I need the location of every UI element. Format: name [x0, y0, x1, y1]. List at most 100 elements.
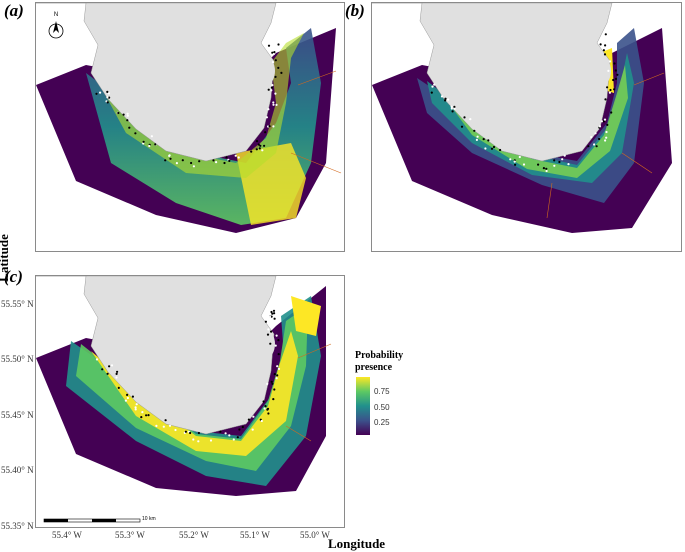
presence-point [473, 129, 476, 132]
absence-point [192, 438, 195, 441]
absence-point [608, 34, 611, 37]
presence-point [273, 388, 276, 391]
presence-point [492, 145, 496, 149]
x-axis-title: Longitude [328, 536, 386, 551]
absence-point [453, 107, 456, 110]
presence-point [444, 99, 447, 102]
absence-point [605, 136, 608, 139]
presence-point [430, 91, 433, 94]
presence-point [95, 92, 98, 95]
absence-point [228, 434, 231, 437]
presence-point [266, 333, 270, 336]
presence-point [271, 382, 274, 385]
presence-point [604, 33, 607, 36]
probability-map-c [36, 276, 332, 523]
absence-point [272, 103, 275, 106]
absence-point [609, 40, 613, 43]
presence-point [614, 77, 618, 80]
presence-point [595, 145, 598, 148]
presence-point [273, 312, 276, 315]
presence-point [270, 86, 273, 89]
legend-tick-050: 0.50 [374, 403, 390, 412]
absence-point [274, 30, 277, 33]
absence-point [431, 85, 434, 88]
presence-point [277, 353, 280, 356]
y-axis-title: Latitude [0, 234, 11, 282]
presence-point [101, 368, 104, 371]
panel-label-a: (a) [4, 1, 24, 20]
map-panel-a: N [35, 2, 345, 252]
presence-point [236, 436, 239, 439]
presence-point [140, 416, 143, 419]
absence-point [232, 438, 235, 441]
absence-point [590, 136, 593, 139]
absence-point [106, 96, 109, 99]
absence-point [274, 92, 277, 95]
presence-point [602, 120, 605, 123]
presence-point [247, 418, 250, 421]
presence-point [270, 330, 273, 333]
legend-title-line1: Probability [355, 350, 404, 361]
presence-point [154, 143, 157, 146]
presence-point [126, 393, 129, 396]
north-arrow-a [48, 21, 64, 39]
presence-point [219, 430, 222, 433]
legend-title-line2: presence [355, 362, 393, 373]
absence-point [608, 91, 611, 94]
absence-point [268, 39, 272, 42]
presence-point [117, 111, 120, 115]
scale-bar [43, 518, 141, 523]
absence-point [513, 160, 516, 163]
absence-point [168, 424, 172, 427]
presence-point [482, 138, 485, 141]
absence-point [272, 52, 275, 56]
presence-point [250, 150, 253, 153]
absence-point [174, 428, 177, 432]
land-a [36, 3, 277, 162]
presence-point [453, 105, 456, 108]
lon-tick-5: 55.0° W [300, 530, 330, 540]
presence-point [277, 339, 280, 342]
presence-point [134, 132, 137, 135]
presence-point [616, 73, 619, 76]
presence-point [106, 101, 109, 104]
presence-point [189, 431, 192, 435]
absence-point [266, 382, 269, 385]
lat-tick-1: 55.55° N [1, 299, 34, 309]
legend-colorbar [356, 377, 370, 435]
absence-point [271, 84, 274, 87]
presence-point [269, 342, 272, 345]
presence-point [225, 156, 228, 159]
presence-point [610, 111, 613, 114]
presence-point [612, 78, 615, 82]
presence-point [126, 119, 129, 122]
presence-point [169, 157, 172, 160]
lon-tick-2: 55.3° W [115, 530, 145, 540]
presence-point [274, 59, 277, 62]
absence-point [607, 69, 610, 72]
absence-point [142, 142, 145, 145]
presence-point [128, 126, 131, 129]
absence-point [261, 149, 264, 152]
presence-point [609, 88, 612, 92]
probability-map-a [36, 3, 342, 233]
panel-label-b: (b) [345, 1, 365, 20]
absence-point [279, 301, 282, 304]
presence-point [487, 139, 490, 142]
presence-point [255, 140, 259, 143]
presence-point [280, 71, 283, 74]
presence-point [553, 159, 556, 162]
presence-point [613, 62, 616, 65]
presence-point [264, 320, 267, 323]
absence-point [277, 39, 280, 42]
presence-point [145, 414, 148, 417]
absence-point [450, 107, 453, 110]
lon-tick-1: 55.4° W [52, 530, 82, 540]
absence-point [126, 112, 129, 115]
absence-point [155, 424, 158, 427]
presence-point [558, 160, 561, 164]
presence-point [115, 372, 118, 375]
absence-point [272, 125, 275, 128]
absence-point [509, 158, 512, 161]
absence-point [251, 428, 254, 431]
